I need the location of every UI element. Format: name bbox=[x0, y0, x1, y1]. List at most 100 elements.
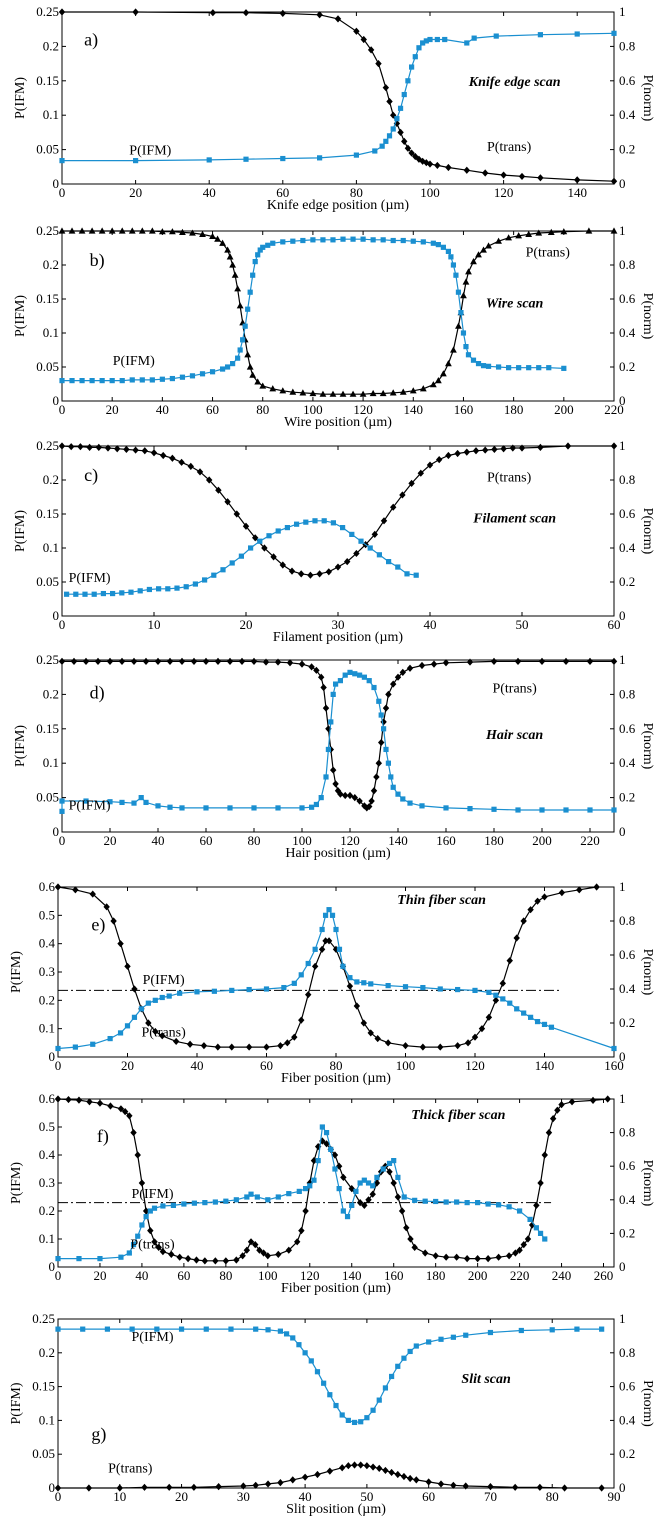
p-ifm-point bbox=[266, 533, 272, 539]
p-ifm-point bbox=[574, 1326, 580, 1332]
p-ifm-point bbox=[440, 244, 446, 250]
p-ifm-point bbox=[402, 984, 409, 990]
p-ifm-point bbox=[361, 1177, 367, 1183]
p-ifm-point bbox=[79, 378, 85, 384]
right-tick-label: 1 bbox=[619, 223, 626, 238]
p-trans-point bbox=[388, 1468, 395, 1477]
p-trans-point bbox=[351, 794, 358, 802]
p-ifm-point bbox=[129, 1326, 135, 1332]
right-tick-label: 0.8 bbox=[619, 257, 635, 272]
y-tick-label: 0.15 bbox=[32, 1379, 55, 1394]
p-trans-point bbox=[245, 1043, 253, 1051]
p-trans-point bbox=[199, 230, 206, 237]
p-trans-point bbox=[495, 1253, 502, 1261]
p-trans-point bbox=[525, 230, 533, 237]
p-ifm-point bbox=[325, 746, 331, 753]
p-ifm-point bbox=[275, 528, 281, 534]
p-ifm-point bbox=[389, 1373, 395, 1380]
y-tick-label: 0.3 bbox=[39, 964, 55, 979]
p-trans-point bbox=[376, 1464, 383, 1472]
x-tick-label: 40 bbox=[424, 617, 437, 632]
p-trans-label: P(trans) bbox=[487, 471, 532, 486]
x-tick-label: 80 bbox=[330, 1058, 343, 1073]
p-ifm-point bbox=[379, 143, 385, 149]
p-trans-point bbox=[564, 442, 572, 450]
p-trans-point bbox=[337, 790, 344, 798]
p-trans-point bbox=[244, 351, 252, 358]
y-axis-label-right: P(norm) bbox=[640, 949, 655, 996]
right-tick-label: 0.4 bbox=[619, 755, 636, 770]
x-tick-label: 10 bbox=[148, 617, 161, 632]
p-trans-point bbox=[454, 1042, 461, 1050]
p-ifm-point bbox=[242, 323, 248, 329]
p-ifm-point bbox=[229, 987, 235, 994]
right-tick-label: 0.2 bbox=[619, 1446, 635, 1461]
y-tick-label: 0.6 bbox=[39, 1091, 56, 1106]
right-tick-label: 0.6 bbox=[619, 1379, 636, 1394]
p-ifm-point bbox=[437, 986, 443, 992]
right-tick-label: 0.2 bbox=[619, 1225, 635, 1240]
p-trans-point bbox=[419, 385, 427, 392]
p-trans-point bbox=[593, 883, 600, 891]
y-tick-label: 0.25 bbox=[36, 438, 59, 453]
right-tick-label: 0.6 bbox=[619, 721, 636, 736]
p-trans-point bbox=[124, 962, 131, 970]
scan-title: Thin fiber scan bbox=[397, 893, 486, 908]
p-trans-point bbox=[345, 1462, 352, 1470]
p-ifm-point bbox=[390, 237, 396, 244]
p-trans-point bbox=[399, 491, 406, 499]
p-trans-point bbox=[160, 451, 167, 460]
p-trans-point bbox=[277, 1042, 284, 1050]
y-tick-label: 0.2 bbox=[39, 992, 55, 1007]
p-trans-point bbox=[319, 1137, 326, 1145]
p-ifm-point bbox=[455, 289, 462, 295]
p-trans-point bbox=[386, 97, 393, 106]
p-trans-point bbox=[533, 1201, 540, 1209]
p-trans-point bbox=[187, 462, 194, 470]
p-trans-point bbox=[586, 657, 594, 665]
y-tick-label: 0.1 bbox=[39, 1231, 55, 1246]
p-trans-point bbox=[228, 1043, 235, 1051]
p-trans-point bbox=[394, 673, 402, 681]
p-ifm-point bbox=[464, 1200, 470, 1206]
p-trans-point bbox=[400, 1472, 408, 1481]
y-tick-label: 0.1 bbox=[39, 1021, 55, 1036]
p-trans-point bbox=[492, 996, 500, 1004]
p-trans-series bbox=[54, 883, 600, 1051]
p-ifm-point bbox=[358, 1419, 364, 1425]
right-tick-label: 0.8 bbox=[619, 1345, 635, 1360]
p-ifm-point bbox=[433, 1198, 439, 1205]
x-tick-label: 40 bbox=[156, 402, 169, 417]
p-trans-point bbox=[401, 137, 408, 145]
p-trans-point bbox=[455, 322, 462, 329]
right-tick-label: 0.8 bbox=[619, 472, 635, 487]
p-trans-point bbox=[209, 232, 216, 240]
p-trans-label: P(trans) bbox=[487, 140, 532, 155]
y-tick-label: 0.1 bbox=[43, 107, 59, 122]
right-tick-label: 0 bbox=[619, 176, 626, 191]
p-ifm-point bbox=[390, 126, 396, 132]
y-tick-label: 0.1 bbox=[43, 755, 59, 770]
p-ifm-point bbox=[515, 807, 521, 813]
p-trans-point bbox=[307, 571, 314, 579]
x-tick-label: 50 bbox=[516, 617, 529, 632]
p-trans-point bbox=[369, 1463, 377, 1471]
p-ifm-point bbox=[209, 369, 216, 375]
x-tick-label: 20 bbox=[129, 185, 142, 200]
x-axis-label: Hair position (µm) bbox=[285, 846, 391, 861]
p-ifm-point bbox=[270, 240, 276, 246]
p-trans-point bbox=[242, 522, 250, 530]
p-trans-point bbox=[397, 128, 404, 136]
p-ifm-point bbox=[465, 352, 472, 358]
p-trans-point bbox=[375, 759, 382, 767]
p-ifm-point bbox=[189, 373, 196, 379]
p-ifm-point bbox=[59, 158, 65, 164]
p-ifm-point bbox=[80, 1326, 86, 1332]
p-ifm-point bbox=[533, 1225, 539, 1231]
p-ifm-point bbox=[537, 32, 543, 38]
scan-title: Knife edge scan bbox=[468, 75, 561, 90]
p-trans-point bbox=[437, 1480, 445, 1488]
p-ifm-point bbox=[76, 1256, 82, 1262]
p-trans-point bbox=[104, 444, 112, 452]
x-tick-label: 20 bbox=[175, 1489, 188, 1504]
